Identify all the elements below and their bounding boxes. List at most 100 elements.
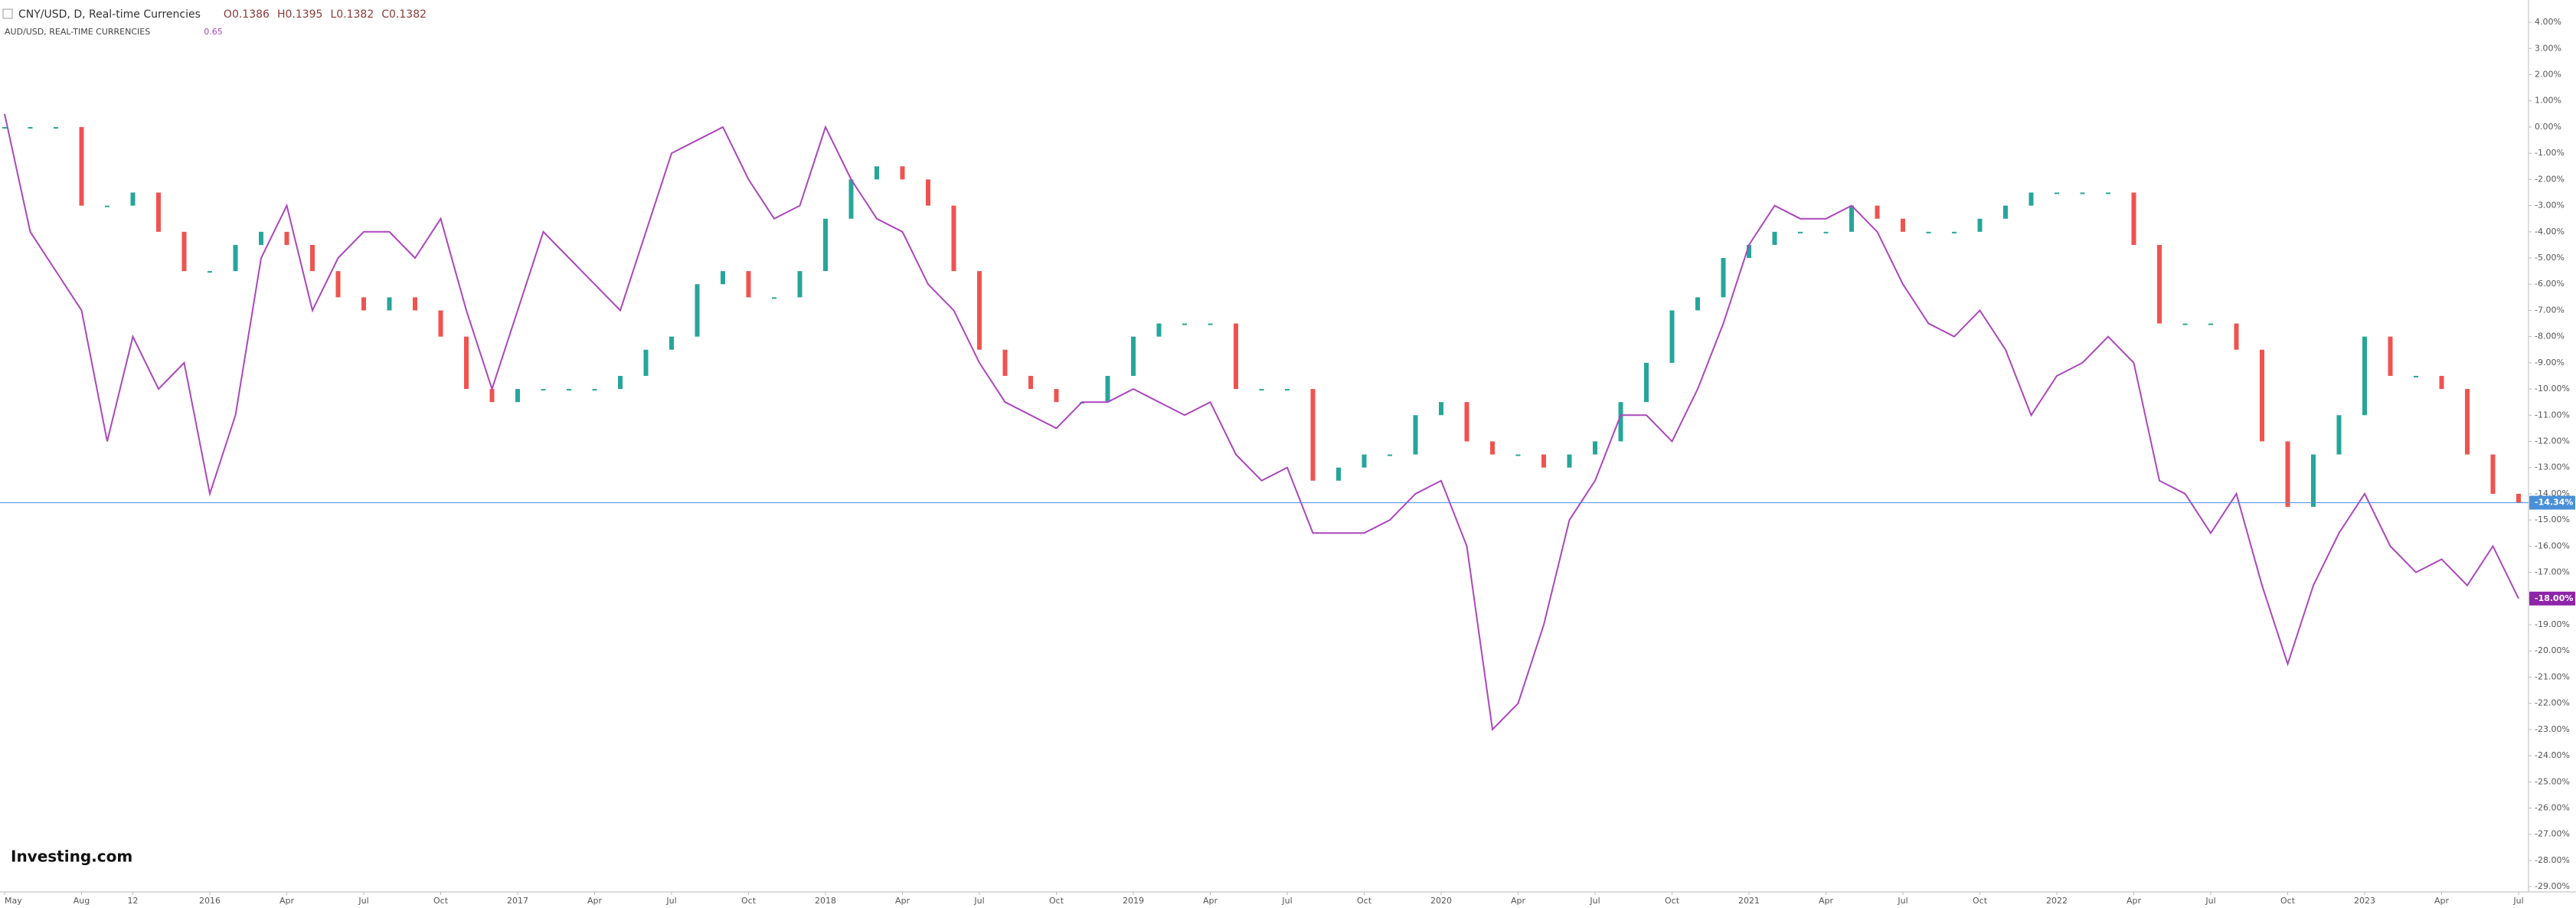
candle (643, 349, 649, 376)
candle (592, 389, 597, 391)
candle (1772, 231, 1777, 245)
candle (848, 179, 854, 219)
candle (2336, 415, 2342, 455)
y-tick-label: -29.00% (2535, 881, 2570, 891)
ohlc-value: H0.1395 (277, 8, 323, 21)
candle (2285, 441, 2290, 508)
x-tick-label: Apr (895, 896, 910, 905)
candle (2439, 375, 2444, 390)
candle (669, 336, 674, 350)
candle (156, 192, 161, 232)
candle (1131, 336, 1136, 376)
x-tick-label: Oct (1357, 896, 1372, 905)
candle (2234, 323, 2239, 350)
candle (335, 271, 341, 298)
x-tick-label: Aug (74, 896, 90, 905)
candle (28, 126, 33, 129)
last-value-box (2529, 495, 2575, 510)
candle (926, 179, 930, 206)
x-tick-label: Oct (1665, 896, 1680, 905)
candle (772, 297, 776, 299)
candle (2157, 244, 2162, 324)
x-tick-label: Jul (2205, 896, 2215, 905)
x-tick-label: Jul (1281, 896, 1292, 905)
x-tick-label: Jul (973, 896, 984, 905)
x-tick-label: 2016 (199, 896, 221, 905)
candle (2490, 454, 2496, 494)
x-tick-label: 2023 (2354, 896, 2375, 905)
candle (1362, 454, 1367, 468)
y-tick-label: -21.00% (2535, 671, 2570, 681)
candle (1490, 441, 1495, 455)
x-tick-label: Jul (1897, 896, 1907, 905)
x-tick-label: Oct (741, 896, 757, 905)
y-tick-label: -24.00% (2535, 750, 2570, 760)
y-tick-label: -20.00% (2535, 645, 2570, 655)
candle (1439, 402, 1443, 416)
x-tick-label: Apr (1511, 896, 1526, 905)
candle (1054, 389, 1059, 403)
candle (2208, 323, 2213, 325)
candle (1901, 218, 1905, 232)
y-tick-label: -22.00% (2535, 698, 2570, 708)
y-tick-label: 2.00% (2535, 70, 2561, 80)
y-tick-label: -19.00% (2535, 619, 2570, 629)
candle (1156, 323, 1162, 337)
candle (2516, 493, 2521, 503)
candle (2055, 192, 2059, 194)
candle (1644, 362, 1649, 403)
candle (2003, 205, 2008, 219)
candle (1977, 218, 1983, 232)
candle (567, 389, 571, 391)
candle (1695, 297, 1700, 311)
y-tick-label: 3.00% (2535, 43, 2561, 53)
collapse-button[interactable] (2, 8, 13, 19)
candle (79, 126, 84, 206)
candle (951, 205, 956, 272)
y-tick-label: -12.00% (2535, 436, 2570, 446)
candle (1567, 454, 1572, 468)
x-tick-label: Apr (2127, 896, 2142, 905)
candle (387, 297, 392, 311)
y-tick-label: 4.00% (2535, 17, 2561, 27)
candle (1669, 310, 1675, 363)
candle (1875, 205, 1880, 219)
candle (900, 166, 905, 180)
line-series (4, 113, 2519, 732)
y-tick-label: -17.00% (2535, 567, 2570, 577)
candle (541, 389, 546, 391)
candle (2, 126, 7, 129)
x-tick-label: Jul (665, 896, 676, 905)
candle (874, 166, 879, 180)
candle (208, 271, 212, 273)
x-tick-label: Oct (433, 896, 449, 905)
x-tick-label: Apr (1203, 896, 1218, 905)
candle (2131, 192, 2136, 245)
candle (746, 271, 751, 298)
candle (233, 244, 238, 272)
candle (2414, 375, 2418, 377)
ohlc-value: C0.1382 (381, 8, 427, 21)
x-tick-label: 2020 (1430, 896, 1452, 905)
candle (1747, 244, 1751, 259)
y-tick-label: -23.00% (2535, 724, 2570, 734)
candle (515, 389, 520, 403)
x-tick-label: 12 (128, 896, 139, 905)
candle (413, 297, 417, 311)
candle (1413, 415, 1418, 455)
y-tick-label: 1.00% (2535, 96, 2561, 106)
candle (977, 271, 982, 350)
candle (1182, 323, 1187, 325)
candle (1721, 258, 1726, 298)
last-value-box (2529, 591, 2575, 606)
y-tick-label: -5.00% (2535, 253, 2565, 263)
candle (1618, 402, 1623, 442)
x-tick-label: Apr (280, 896, 295, 905)
x-tick-label: Oct (1973, 896, 1988, 905)
candle (130, 192, 136, 206)
y-tick-label: -13.00% (2535, 462, 2570, 472)
ohlc-value: L0.1382 (330, 8, 374, 21)
candle (1823, 231, 1829, 234)
